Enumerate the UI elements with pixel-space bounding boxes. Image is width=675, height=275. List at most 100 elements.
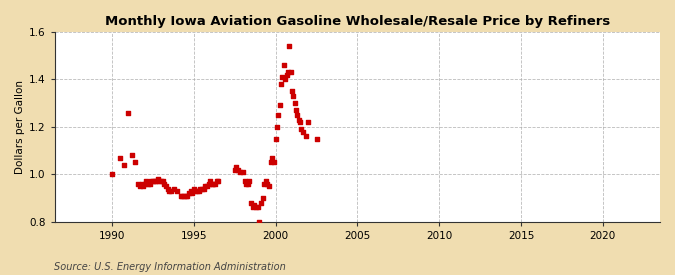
Point	[142, 182, 153, 186]
Point	[265, 160, 276, 165]
Point	[275, 82, 286, 86]
Point	[130, 160, 140, 165]
Point	[182, 193, 192, 198]
Point	[146, 179, 157, 184]
Point	[165, 189, 176, 193]
Point	[162, 186, 173, 191]
Point	[239, 179, 250, 184]
Point	[257, 196, 268, 200]
Point	[141, 179, 152, 184]
Point	[288, 94, 299, 98]
Point	[211, 179, 222, 184]
Point	[148, 179, 159, 184]
Point	[281, 72, 292, 77]
Point	[261, 179, 271, 184]
Point	[107, 172, 117, 177]
Point	[230, 167, 240, 172]
Point	[193, 189, 204, 193]
Point	[202, 184, 213, 188]
Point	[161, 184, 171, 188]
Point	[172, 189, 183, 193]
Point	[208, 182, 219, 186]
Point	[291, 108, 302, 112]
Point	[118, 163, 129, 167]
Point	[144, 182, 155, 186]
Point	[176, 193, 186, 198]
Point	[256, 200, 267, 205]
Point	[115, 155, 126, 160]
Point	[123, 110, 134, 115]
Title: Monthly Iowa Aviation Gasoline Wholesale/Resale Price by Refiners: Monthly Iowa Aviation Gasoline Wholesale…	[105, 15, 610, 28]
Point	[177, 193, 188, 198]
Point	[203, 182, 214, 186]
Point	[294, 117, 304, 122]
Point	[133, 182, 144, 186]
Point	[273, 113, 284, 117]
Point	[244, 179, 255, 184]
Point	[267, 155, 277, 160]
Point	[298, 129, 308, 134]
Point	[259, 182, 269, 186]
Point	[153, 177, 163, 181]
Point	[157, 179, 168, 184]
Point	[184, 191, 194, 196]
Point	[213, 179, 224, 184]
Point	[238, 170, 248, 174]
Point	[303, 120, 314, 124]
Point	[277, 75, 288, 79]
Point	[292, 113, 303, 117]
Point	[149, 179, 160, 184]
Y-axis label: Dollars per Gallon: Dollars per Gallon	[15, 80, 25, 174]
Point	[151, 179, 161, 184]
Point	[287, 89, 298, 94]
Point	[231, 165, 242, 169]
Point	[205, 179, 215, 184]
Point	[283, 70, 294, 75]
Point	[169, 186, 180, 191]
Point	[164, 189, 175, 193]
Point	[200, 184, 211, 188]
Point	[192, 189, 202, 193]
Point	[274, 103, 285, 108]
Point	[296, 127, 307, 131]
Point	[188, 186, 199, 191]
Point	[179, 193, 190, 198]
Point	[187, 191, 198, 196]
Text: Source: U.S. Energy Information Administration: Source: U.S. Energy Information Administ…	[54, 262, 286, 272]
Point	[271, 125, 282, 129]
Point	[270, 136, 281, 141]
Point	[252, 205, 263, 210]
Point	[295, 120, 306, 124]
Point	[247, 205, 258, 210]
Point	[180, 193, 191, 198]
Point	[154, 179, 165, 184]
Point	[234, 170, 245, 174]
Point	[198, 186, 209, 191]
Point	[207, 182, 217, 186]
Point	[311, 136, 322, 141]
Point	[241, 182, 252, 186]
Point	[196, 186, 207, 191]
Point	[286, 70, 296, 75]
Point	[126, 153, 137, 158]
Point	[264, 184, 275, 188]
Point	[139, 182, 150, 186]
Point	[250, 205, 261, 210]
Point	[290, 101, 300, 105]
Point	[262, 182, 273, 186]
Point	[279, 77, 290, 82]
Point	[269, 160, 279, 165]
Point	[159, 182, 170, 186]
Point	[254, 219, 265, 224]
Point	[284, 44, 294, 48]
Point	[134, 184, 145, 188]
Point	[195, 186, 206, 191]
Point	[156, 179, 167, 184]
Point	[300, 134, 311, 139]
Point	[136, 182, 147, 186]
Point	[190, 189, 201, 193]
Point	[233, 167, 244, 172]
Point	[138, 184, 148, 188]
Point	[246, 200, 256, 205]
Point	[242, 182, 253, 186]
